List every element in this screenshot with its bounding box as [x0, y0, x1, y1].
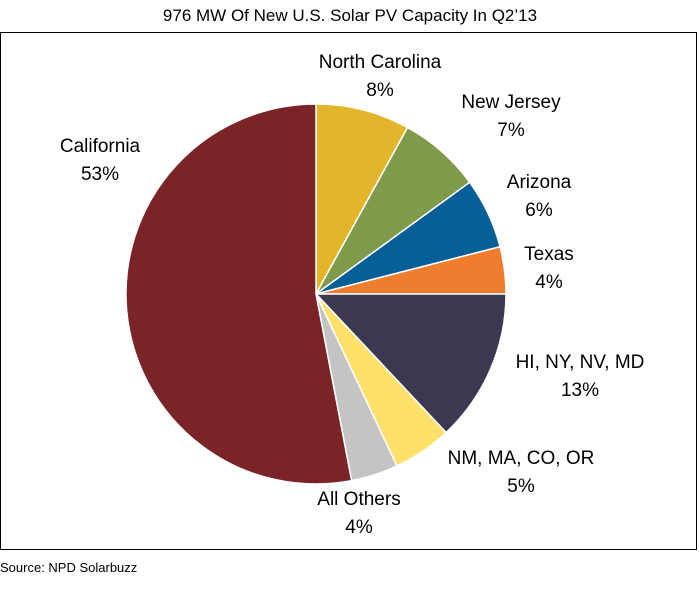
pie-slice-hi-ny-nv-md: [314, 293, 507, 434]
slice-label-arizona: Arizona: [507, 172, 572, 193]
slice-label-texas: Texas: [524, 244, 574, 265]
slice-percent-arizona: 6%: [525, 200, 553, 221]
slice-percent-nm-ma-co-or: 5%: [507, 476, 535, 497]
slice-percent-north-carolina: 8%: [366, 80, 394, 101]
chart-title: 976 MW Of New U.S. Solar PV Capacity In …: [162, 6, 538, 25]
slice-label-california: California: [60, 136, 141, 157]
slice-percent-california: 53%: [81, 164, 119, 185]
slice-percent-texas: 4%: [535, 272, 563, 293]
slice-percent-hi-ny-nv-md: 13%: [561, 380, 599, 401]
pie-slice-california: [125, 103, 353, 485]
slice-label-nm-ma-co-or: NM, MA, CO, OR: [448, 448, 595, 469]
slice-percent-all-others: 4%: [345, 517, 373, 538]
chart-frame: [0, 32, 697, 550]
slice-label-new-jersey: New Jersey: [461, 92, 561, 113]
slice-label-all-others: All Others: [317, 489, 400, 510]
slice-label-hi-ny-nv-md: HI, NY, NV, MD: [516, 352, 645, 373]
slice-percent-new-jersey: 7%: [497, 120, 525, 141]
slice-label-north-carolina: North Carolina: [319, 52, 442, 73]
pie-slice-north-carolina: [315, 103, 409, 295]
source-note: Source: NPD Solarbuzz: [0, 560, 138, 575]
